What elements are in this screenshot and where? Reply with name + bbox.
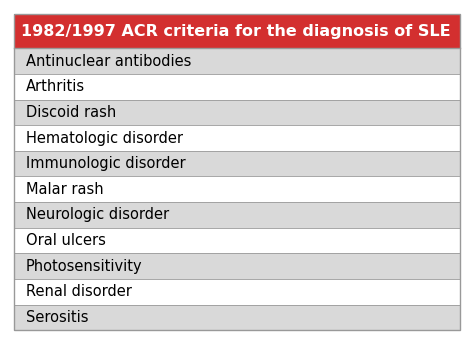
Bar (14, 49, 460, 74)
Text: Discoid rash: Discoid rash (26, 105, 116, 120)
Text: Antinuclear antibodies: Antinuclear antibodies (26, 54, 191, 69)
Bar (14, 254, 460, 279)
Bar (14, 151, 460, 176)
Bar (14, 305, 460, 330)
Text: Neurologic disorder: Neurologic disorder (26, 207, 169, 223)
Bar (14, 125, 460, 151)
Bar (14, 202, 460, 228)
Text: Oral ulcers: Oral ulcers (26, 233, 106, 248)
Text: 1982/1997 ACR criteria for the diagnosis of SLE: 1982/1997 ACR criteria for the diagnosis… (21, 23, 451, 39)
Text: Renal disorder: Renal disorder (26, 284, 132, 299)
Bar (14, 279, 460, 305)
Text: Serositis: Serositis (26, 310, 89, 325)
Text: Hematologic disorder: Hematologic disorder (26, 130, 183, 146)
Text: Photosensitivity: Photosensitivity (26, 259, 143, 274)
Bar (14, 100, 460, 125)
Bar (14, 228, 460, 254)
Bar (14, 14, 460, 49)
Bar (14, 74, 460, 100)
Text: Malar rash: Malar rash (26, 182, 104, 197)
Bar (14, 176, 460, 202)
Text: Arthritis: Arthritis (26, 79, 85, 94)
Text: Immunologic disorder: Immunologic disorder (26, 156, 186, 171)
